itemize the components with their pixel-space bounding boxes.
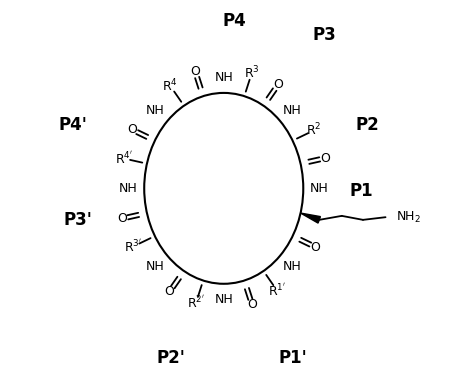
Text: P2': P2'	[156, 349, 185, 367]
Text: O: O	[310, 241, 320, 254]
Text: NH$_2$: NH$_2$	[396, 210, 420, 225]
Text: NH: NH	[310, 182, 328, 195]
Text: O: O	[117, 212, 127, 225]
Text: NH: NH	[283, 259, 301, 272]
Text: R$^{2'}$: R$^{2'}$	[187, 295, 205, 311]
Text: NH: NH	[214, 293, 233, 306]
Text: P1: P1	[350, 182, 374, 200]
Text: O: O	[164, 285, 174, 298]
Text: O: O	[127, 123, 137, 136]
Text: P4: P4	[222, 12, 246, 30]
Text: O: O	[247, 298, 257, 311]
Text: NH: NH	[146, 259, 164, 272]
Text: NH: NH	[283, 104, 301, 117]
Text: NH: NH	[146, 104, 164, 117]
Text: P2: P2	[355, 116, 379, 134]
Text: R$^3$: R$^3$	[244, 65, 259, 82]
Text: R$^{3'}$: R$^{3'}$	[124, 238, 142, 254]
Text: R$^4$: R$^4$	[163, 78, 178, 94]
Text: NH: NH	[214, 71, 233, 84]
Text: P3': P3'	[64, 211, 92, 229]
Text: P1': P1'	[278, 349, 307, 367]
Text: O: O	[273, 78, 283, 91]
Text: NH: NH	[119, 182, 137, 195]
Text: P4': P4'	[58, 116, 87, 134]
Text: O: O	[320, 152, 330, 165]
Text: P3: P3	[313, 26, 337, 44]
Text: R$^{1'}$: R$^{1'}$	[268, 282, 286, 299]
Text: O: O	[191, 65, 201, 78]
Text: R$^2$: R$^2$	[306, 122, 322, 139]
Text: R$^{4'}$: R$^{4'}$	[115, 151, 133, 167]
Polygon shape	[301, 213, 320, 223]
